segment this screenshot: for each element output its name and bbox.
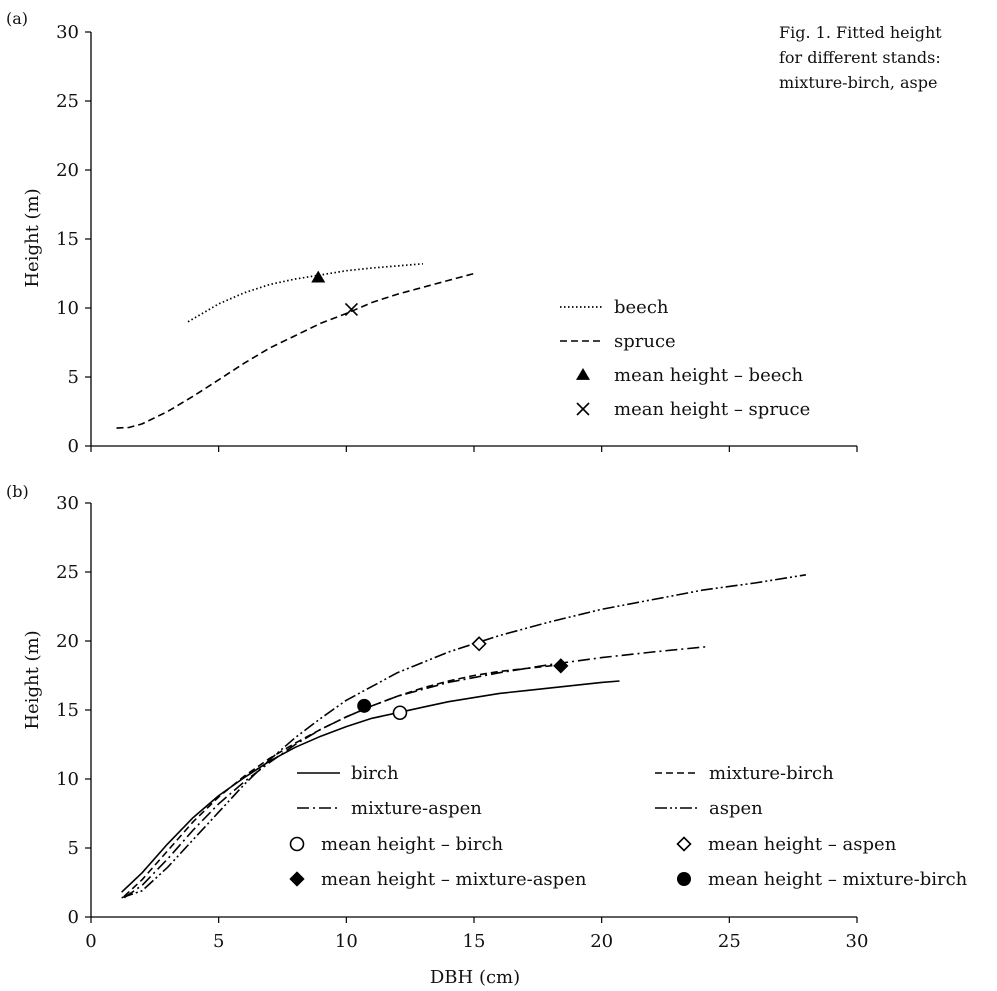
- panel-b-y-axis-label: Height (m): [22, 630, 43, 729]
- legend-label-mean-mixture-birch: mean height – mixture-birch: [708, 869, 968, 890]
- legend-marker-mean-mixture-birch: [677, 872, 691, 886]
- legend-label-mean-aspen: mean height – aspen: [708, 834, 897, 855]
- y-tick-label: 0: [68, 436, 79, 457]
- point-mean-height-spruce: [344, 302, 359, 316]
- x-tick-label: 15: [463, 931, 486, 952]
- legend-label-mean-mixture-aspen: mean height – mixture-aspen: [321, 869, 587, 890]
- y-tick-label: 5: [68, 367, 79, 388]
- legend-label-aspen: aspen: [709, 798, 763, 819]
- panel-a-series-group: [116, 262, 475, 429]
- panel-a-axes: 0 5 10 15 20 25 30: [56, 22, 858, 457]
- y-tick-label: 25: [56, 562, 79, 583]
- x-tick-label: 20: [590, 931, 613, 952]
- series-line-spruce: [116, 272, 475, 429]
- legend-marker-mean-birch: [289, 836, 305, 852]
- legend-marker-mean-aspen: [676, 836, 692, 852]
- caption-line-2: for different stands:: [779, 48, 941, 67]
- y-tick-label: 30: [56, 493, 79, 514]
- series-line-mixture-birch: [123, 663, 564, 897]
- x-tick-label: 30: [846, 931, 869, 952]
- panel-b-points-group: [357, 636, 569, 721]
- panel-a-legend: beech spruce mean height – beech mean he…: [560, 297, 810, 420]
- panel-b-label: (b): [6, 482, 29, 501]
- y-tick-label: 20: [56, 631, 79, 652]
- panel-a: (a) Height (m) 0 5 10 15 20 25 30 beech spruce…: [6, 9, 858, 457]
- panel-a-label: (a): [6, 9, 28, 28]
- legend-marker-mean-spruce: [576, 402, 590, 416]
- point-mean-height-beech: [311, 270, 326, 283]
- legend-marker-mean-beech: [576, 368, 590, 380]
- legend-label-birch: birch: [351, 763, 399, 784]
- point-mean-height-aspen: [471, 636, 487, 652]
- series-line-birch: [121, 680, 620, 893]
- y-tick-label: 10: [56, 298, 79, 319]
- legend-marker-mean-height-aspen: [676, 836, 692, 852]
- panel-b-axes: 0 5 10 15 20 25 30 0 5 10 15 20 25 30: [56, 493, 868, 952]
- caption-line-1: Fig. 1. Fitted height: [779, 23, 942, 42]
- series-line-aspen: [121, 574, 807, 899]
- legend-marker-mean-mixture-aspen: [289, 871, 305, 887]
- x-tick-label: 0: [85, 931, 96, 952]
- legend-label-spruce: spruce: [614, 331, 676, 352]
- caption-line-3: mixture-birch, aspe: [779, 73, 937, 92]
- point-mean-height-birch: [392, 705, 408, 721]
- legend-marker-mean-height-beech: [576, 368, 590, 380]
- legend-label-beech: beech: [614, 297, 669, 318]
- x-tick-label: 5: [213, 931, 224, 952]
- panel-a-y-axis-label: Height (m): [22, 188, 43, 287]
- legend-label-mean-spruce: mean height – spruce: [614, 399, 810, 420]
- y-tick-label: 5: [68, 838, 79, 859]
- series-line-mixture-aspen: [123, 645, 709, 899]
- y-tick-label: 30: [56, 22, 79, 43]
- legend-marker-mean-height-spruce: [576, 402, 590, 416]
- x-tick-label: 25: [718, 931, 741, 952]
- legend-marker-mean-height-mixture-birch: [677, 872, 691, 886]
- series-line-beech: [187, 262, 423, 323]
- y-tick-label: 20: [56, 160, 79, 181]
- x-tick-label: 10: [335, 931, 358, 952]
- x-axis-label: DBH (cm): [430, 967, 520, 988]
- y-tick-label: 25: [56, 91, 79, 112]
- panel-b-legend: birch mixture-birch mixture-aspen aspen …: [289, 763, 968, 890]
- point-mean-height-mixture-birch: [357, 698, 372, 713]
- legend-marker-mean-height-birch: [289, 836, 305, 852]
- legend-label-mean-birch: mean height – birch: [321, 834, 504, 855]
- legend-label-mixture-birch: mixture-birch: [709, 763, 834, 784]
- y-tick-label: 15: [56, 700, 79, 721]
- y-tick-label: 10: [56, 769, 79, 790]
- legend-label-mixture-aspen: mixture-aspen: [351, 798, 482, 819]
- point-mean-height-mixture-aspen: [553, 658, 569, 674]
- panel-a-points-group: [311, 270, 359, 316]
- y-tick-label: 0: [68, 907, 79, 928]
- legend-marker-mean-height-mixture-aspen: [289, 871, 305, 887]
- y-tick-label: 15: [56, 229, 79, 250]
- legend-label-mean-beech: mean height – beech: [614, 365, 803, 386]
